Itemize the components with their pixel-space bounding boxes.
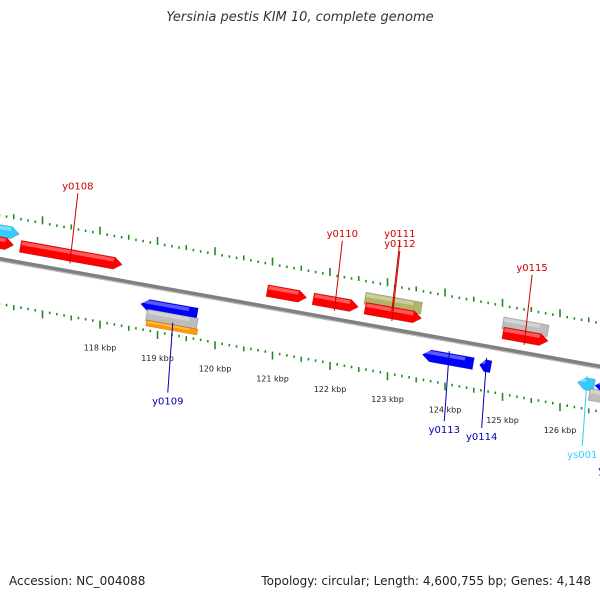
genome-backbone bbox=[0, 256, 600, 370]
gene-feature-cds[interactable] bbox=[265, 284, 308, 304]
gene-label: y0111 bbox=[384, 229, 415, 240]
kbp-scale-labels: 118 kbp 119 kbp 120 kbp 121 kbp 122 kbp 123 k… bbox=[84, 344, 577, 436]
gene-feature-cds[interactable] bbox=[0, 235, 15, 251]
kbp-label: 123 kbp bbox=[371, 395, 404, 404]
gene-feature-misc[interactable] bbox=[363, 291, 423, 315]
gene-feature-pseudo[interactable] bbox=[501, 316, 550, 338]
gene-feature-rna[interactable] bbox=[0, 223, 20, 240]
accession-text: Accession: NC_004088 bbox=[9, 574, 146, 588]
kbp-label: 125 kbp bbox=[486, 416, 519, 425]
reverse-scale-track bbox=[0, 302, 597, 414]
gene-feature-cds[interactable] bbox=[479, 359, 493, 374]
gene-feature-cds[interactable] bbox=[594, 380, 600, 401]
gene-label: y0117 bbox=[598, 466, 600, 477]
genome-title: Yersinia pestis KIM 10, complete genome bbox=[166, 10, 434, 25]
feature-track bbox=[0, 223, 600, 411]
gene-feature-pseudo[interactable] bbox=[587, 388, 600, 411]
topology-text: Topology: circular; Length: 4,600,755 bp… bbox=[261, 574, 591, 588]
gene-label: y0110 bbox=[327, 229, 358, 240]
kbp-label: 124 kbp bbox=[429, 406, 462, 415]
gene-feature-orange[interactable] bbox=[145, 319, 199, 336]
gene-label: y0114 bbox=[466, 432, 497, 443]
gene-label: y0112 bbox=[384, 239, 415, 250]
kbp-label: 122 kbp bbox=[314, 385, 347, 394]
gene-label: ys001 bbox=[567, 450, 597, 461]
kbp-label: 118 kbp bbox=[84, 344, 117, 353]
kbp-label: 126 kbp bbox=[544, 426, 577, 435]
kbp-label: 119 kbp bbox=[141, 354, 174, 363]
gene-label: y0108 bbox=[62, 181, 93, 192]
forward-scale-track bbox=[0, 214, 597, 324]
gene-label: y0109 bbox=[152, 397, 183, 408]
gene-label: y0113 bbox=[429, 425, 460, 436]
kbp-label: 121 kbp bbox=[256, 375, 289, 384]
kbp-label: 120 kbp bbox=[199, 364, 232, 373]
gene-label: y0115 bbox=[516, 263, 547, 274]
